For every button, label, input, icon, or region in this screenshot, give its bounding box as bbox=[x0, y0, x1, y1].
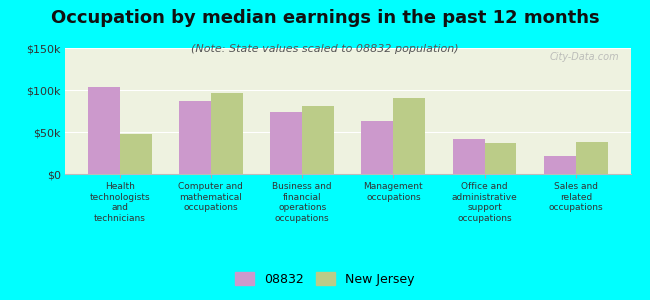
Bar bbox=[484, 143, 517, 174]
Text: City-Data.com: City-Data.com bbox=[549, 52, 619, 62]
Bar bbox=[452, 139, 484, 174]
Text: (Note: State values scaled to 08832 population): (Note: State values scaled to 08832 popu… bbox=[191, 44, 459, 53]
Bar bbox=[302, 106, 334, 174]
Bar bbox=[211, 92, 243, 174]
Bar bbox=[179, 101, 211, 174]
Bar bbox=[361, 121, 393, 174]
Bar bbox=[270, 112, 302, 174]
Bar bbox=[393, 98, 425, 174]
Text: Occupation by median earnings in the past 12 months: Occupation by median earnings in the pas… bbox=[51, 9, 599, 27]
Bar bbox=[544, 155, 576, 174]
Legend: 08832, New Jersey: 08832, New Jersey bbox=[230, 267, 420, 291]
Bar bbox=[88, 88, 120, 174]
Bar bbox=[576, 142, 608, 174]
Bar bbox=[120, 134, 151, 174]
